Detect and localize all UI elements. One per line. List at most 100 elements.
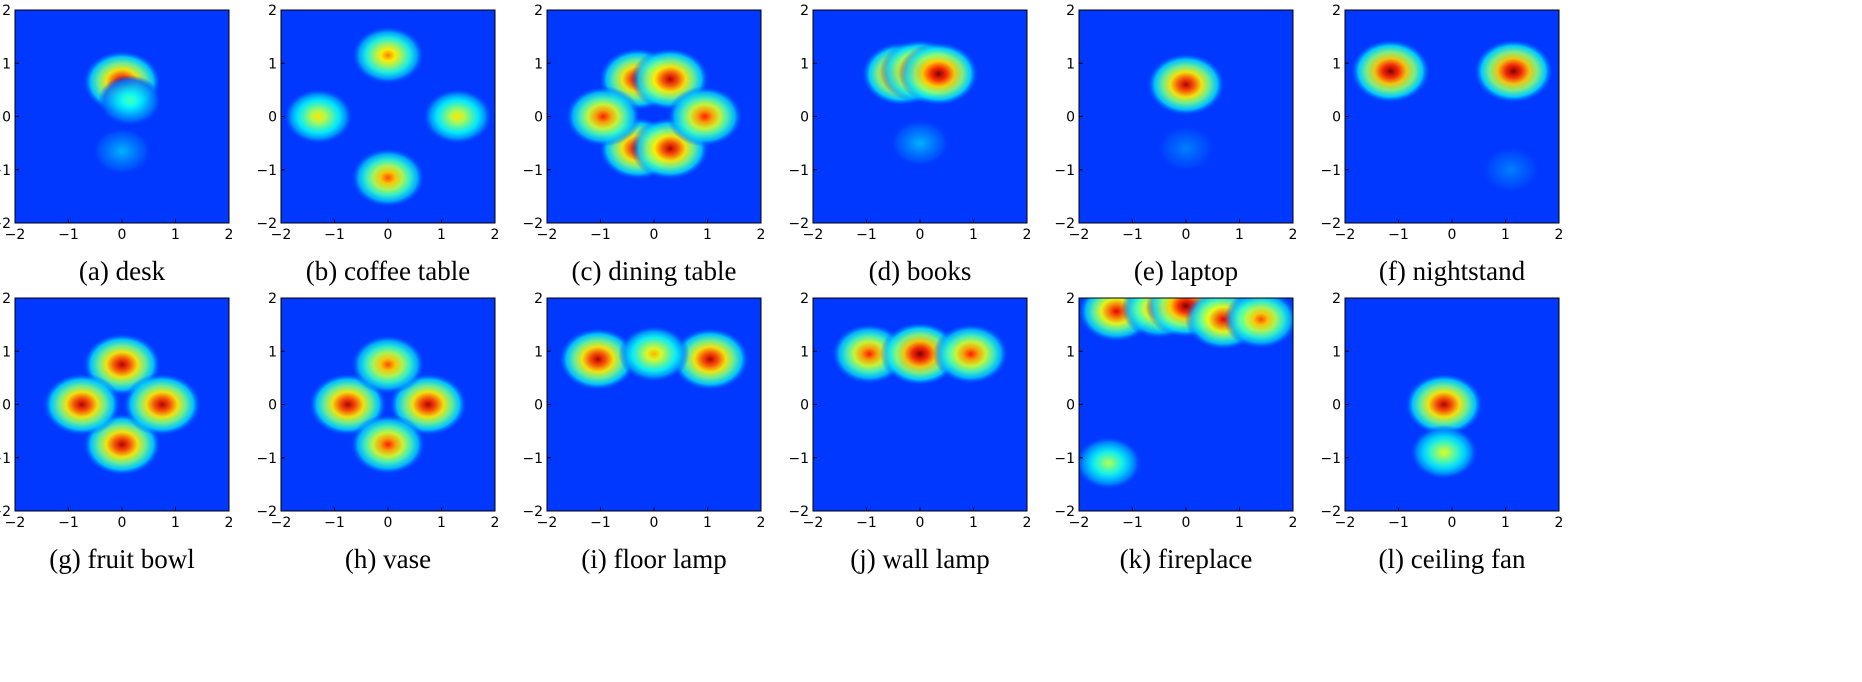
y-tick-label: 1: [268, 344, 277, 360]
heatmap-hotspot: [1482, 146, 1540, 193]
heatmap-hotspot: [98, 75, 162, 126]
y-tick-label: 1: [2, 56, 11, 72]
x-tick-label: 1: [171, 515, 180, 531]
heatmap-hotspot: [122, 373, 202, 436]
subplot-8: −2 −1 0 1 2 2 1 0 −1 −2 (h) vase: [256, 291, 499, 574]
y-tick-label: 1: [800, 56, 809, 72]
heatmap-hotspot: [1079, 436, 1142, 490]
y-tick-label: −1: [1320, 451, 1341, 467]
x-tick-label: −2: [803, 227, 824, 243]
y-tick-label: 0: [800, 110, 809, 126]
subplot-11: −2 −1 0 1 2 2 1 0 −1 −2 (k) fireplace: [1054, 291, 1298, 574]
heatmap-background: [1079, 10, 1293, 223]
x-tick-label: −1: [856, 515, 877, 531]
subplot-1: −2 −1 0 1 2 2 1 0 −1 −2 (a) desk: [0, 3, 233, 286]
x-tick-label: 2: [491, 515, 500, 531]
subplot-caption: (h) vase: [345, 544, 431, 574]
heatmap-hotspot: [351, 26, 425, 85]
subplot-caption: (d) books: [869, 256, 972, 286]
x-tick-label: −1: [324, 227, 345, 243]
y-tick-label: 2: [1332, 291, 1341, 307]
x-tick-label: −2: [5, 515, 26, 531]
x-tick-label: 2: [757, 227, 766, 243]
y-tick-label: −1: [522, 451, 543, 467]
x-tick-label: −2: [1335, 227, 1356, 243]
y-tick-label: 2: [534, 291, 543, 307]
heatmap-hotspot: [565, 86, 641, 147]
y-tick-label: −1: [0, 163, 11, 179]
y-tick-label: 0: [1066, 398, 1075, 414]
heatmap-hotspot: [1146, 53, 1226, 116]
heatmap-hotspot: [933, 323, 1009, 385]
y-tick-label: −2: [1320, 504, 1341, 520]
y-tick-label: 1: [800, 344, 809, 360]
y-tick-label: −2: [1054, 504, 1075, 520]
x-tick-label: 2: [1289, 227, 1298, 243]
heatmap-hotspot: [558, 327, 638, 391]
subplot-caption: (b) coffee table: [306, 256, 470, 286]
y-tick-label: −2: [1054, 216, 1075, 232]
y-tick-label: 0: [1332, 398, 1341, 414]
heatmap-hotspot: [1223, 298, 1293, 349]
y-tick-label: 0: [534, 110, 543, 126]
subplot-3: −2 −1 0 1 2 2 1 0 −1 −2 (c) dining table: [522, 3, 765, 286]
x-tick-label: 0: [916, 515, 925, 531]
x-tick-label: −1: [1122, 227, 1143, 243]
x-tick-label: −2: [803, 515, 824, 531]
heatmap-hotspot: [283, 88, 354, 145]
subplot-caption: (f) nightstand: [1379, 256, 1526, 286]
heatmap-hotspot: [422, 88, 493, 145]
y-tick-label: −1: [1054, 163, 1075, 179]
y-tick-label: −2: [788, 216, 809, 232]
subplot-7: −2 −1 0 1 2 2 1 0 −1 −2 (g) fruit bowl: [0, 291, 233, 574]
subplot-caption: (k) fireplace: [1120, 544, 1253, 574]
y-tick-label: 0: [1332, 110, 1341, 126]
x-tick-label: −1: [324, 515, 345, 531]
x-tick-label: −1: [590, 227, 611, 243]
heatmap-hotspot: [1404, 373, 1484, 436]
x-tick-label: 2: [491, 227, 500, 243]
y-tick-label: −2: [522, 216, 543, 232]
y-tick-label: −1: [256, 163, 277, 179]
x-tick-label: 1: [703, 515, 712, 531]
x-tick-label: −1: [58, 515, 79, 531]
y-tick-label: −1: [1320, 163, 1341, 179]
subplot-caption: (g) fruit bowl: [49, 544, 194, 574]
heatmap-hotspot: [618, 325, 690, 383]
subplot-caption: (i) floor lamp: [581, 544, 726, 574]
heatmap-hotspot: [1409, 425, 1478, 480]
x-tick-label: 0: [1448, 227, 1457, 243]
x-tick-label: 2: [1289, 515, 1298, 531]
x-tick-label: 2: [225, 515, 234, 531]
heatmap-hotspot: [1473, 39, 1554, 104]
y-tick-label: −1: [522, 163, 543, 179]
x-tick-label: −2: [1069, 515, 1090, 531]
y-tick-label: 1: [1332, 344, 1341, 360]
x-tick-label: −1: [590, 515, 611, 531]
y-tick-label: −1: [1054, 451, 1075, 467]
y-tick-label: −1: [0, 451, 11, 467]
heatmap-hotspot: [1157, 125, 1215, 172]
heatmap-hotspot: [92, 127, 152, 175]
y-tick-label: 2: [534, 3, 543, 19]
y-tick-label: 0: [268, 398, 277, 414]
x-tick-label: 1: [969, 515, 978, 531]
x-tick-label: 0: [384, 227, 393, 243]
y-tick-label: −1: [788, 451, 809, 467]
y-tick-label: 1: [534, 56, 543, 72]
heatmap-hotspot: [351, 334, 425, 395]
x-tick-label: 1: [1235, 227, 1244, 243]
y-tick-label: 1: [1066, 344, 1075, 360]
subplot-caption: (a) desk: [79, 256, 166, 286]
x-tick-label: −2: [1069, 227, 1090, 243]
x-tick-label: 0: [1182, 227, 1191, 243]
subplot-caption: (j) wall lamp: [850, 544, 989, 574]
heatmap-hotspot: [351, 148, 425, 208]
x-tick-label: 0: [118, 515, 127, 531]
subplot-caption: (e) laptop: [1134, 256, 1238, 286]
y-tick-label: 2: [800, 3, 809, 19]
x-tick-label: 1: [437, 227, 446, 243]
y-tick-label: 0: [1066, 110, 1075, 126]
y-tick-label: −1: [788, 163, 809, 179]
